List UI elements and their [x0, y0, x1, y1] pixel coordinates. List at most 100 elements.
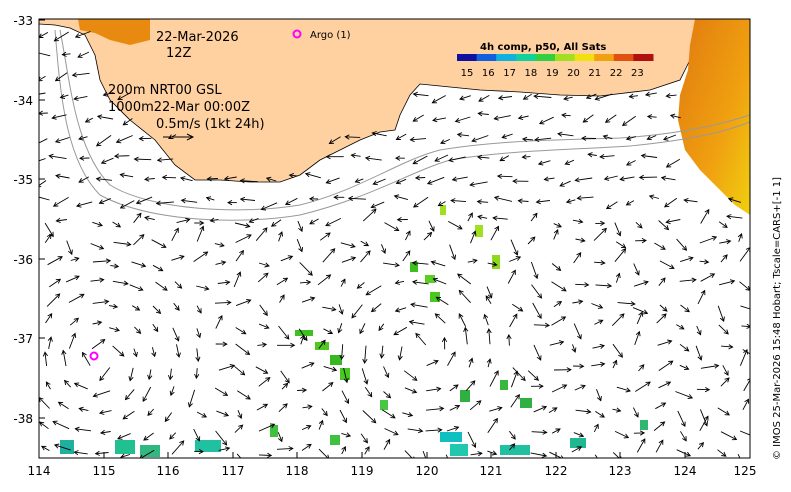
- current-vector: [612, 452, 620, 458]
- current-vector-head: [721, 451, 727, 457]
- current-vector: [318, 420, 324, 430]
- current-vector-head: [411, 388, 418, 394]
- current-vector-head: [561, 286, 567, 292]
- current-vector-head: [483, 313, 489, 320]
- current-vector-head: [196, 308, 202, 314]
- current-vector-head: [578, 432, 585, 438]
- current-vector: [720, 377, 730, 387]
- current-vector-head: [680, 421, 686, 428]
- current-vector-head: [642, 309, 649, 315]
- current-vector-head: [371, 208, 377, 214]
- current-vector: [49, 278, 61, 288]
- current-vector-head: [74, 275, 80, 281]
- current-vector: [404, 387, 417, 393]
- current-vector-head: [660, 245, 666, 250]
- current-vector-head: [663, 135, 669, 141]
- current-vector: [603, 135, 613, 140]
- current-vector: [144, 178, 155, 180]
- colorbar-label: 17: [503, 68, 516, 79]
- current-vector: [341, 446, 346, 455]
- current-vector-head: [142, 396, 148, 403]
- current-vector-head: [619, 313, 625, 319]
- current-vector: [595, 411, 605, 418]
- current-vector: [131, 261, 146, 267]
- current-vector: [384, 222, 399, 231]
- colorbar-swatch: [574, 54, 595, 61]
- current-vector-head: [113, 263, 120, 269]
- current-vector: [322, 306, 336, 311]
- current-vector-head: [345, 432, 352, 438]
- current-vector-head: [54, 138, 61, 144]
- current-vector-head: [306, 443, 312, 449]
- current-vector-head: [747, 378, 750, 381]
- current-vector-head: [457, 273, 463, 279]
- current-vector: [103, 92, 114, 96]
- current-vector-head: [594, 95, 600, 101]
- current-vector-head: [71, 72, 78, 78]
- current-vector-head: [463, 326, 469, 332]
- current-vector-head: [532, 212, 538, 218]
- current-vector-head: [576, 252, 582, 258]
- current-vector-head: [328, 139, 335, 144]
- current-vector: [340, 278, 346, 287]
- current-vector-head: [703, 415, 709, 421]
- current-vector-head: [39, 183, 42, 188]
- current-vector-head: [381, 248, 386, 254]
- current-vector-head: [599, 154, 605, 160]
- current-vector: [72, 72, 90, 76]
- current-vector: [44, 222, 54, 237]
- current-vector-head: [309, 362, 315, 367]
- current-vector-head: [477, 214, 483, 220]
- current-vector: [235, 234, 252, 243]
- current-vector: [563, 96, 573, 100]
- current-vector: [446, 426, 459, 432]
- current-vector-head: [95, 176, 101, 182]
- current-vector: [612, 408, 621, 412]
- current-vector: [527, 236, 536, 245]
- current-vector-head: [115, 138, 122, 144]
- current-vector: [90, 279, 104, 282]
- current-vector-head: [99, 429, 106, 436]
- current-vector: [487, 262, 497, 266]
- current-vector-head: [363, 438, 368, 444]
- current-vector-head: [486, 358, 492, 364]
- current-vector: [593, 424, 599, 433]
- current-vector-head: [52, 420, 58, 426]
- current-vector: [551, 281, 567, 292]
- current-vector: [196, 226, 204, 242]
- current-vector-head: [239, 178, 245, 184]
- current-vector: [218, 364, 235, 371]
- current-vector-head: [290, 342, 296, 348]
- current-vector-head: [340, 278, 346, 284]
- argo-float-marker: [89, 351, 99, 361]
- current-vector: [383, 439, 390, 450]
- current-vector: [322, 248, 336, 263]
- current-vector: [78, 136, 88, 140]
- current-vector-head: [220, 260, 227, 266]
- current-vector-head: [199, 225, 205, 231]
- current-vector: [173, 302, 180, 311]
- current-vector-head: [660, 421, 666, 427]
- current-vector: [134, 326, 141, 334]
- current-vector-head: [78, 178, 84, 183]
- current-vector-head: [75, 202, 82, 208]
- current-vector-head: [683, 197, 689, 204]
- current-vector-head: [394, 155, 401, 161]
- current-vector-head: [724, 377, 730, 383]
- current-vector: [214, 301, 231, 304]
- current-vector-head: [577, 334, 582, 340]
- current-vector: [447, 221, 463, 230]
- current-vector: [457, 273, 472, 285]
- current-vector: [656, 313, 667, 324]
- current-vector: [196, 285, 209, 290]
- current-vector-head: [411, 279, 418, 285]
- current-vector: [561, 114, 571, 117]
- current-vector-head: [113, 153, 120, 159]
- current-vector: [412, 155, 428, 165]
- current-vector-head: [645, 381, 651, 387]
- current-vector: [39, 92, 46, 95]
- current-vector-head: [54, 76, 61, 82]
- current-vector-head: [558, 340, 565, 346]
- current-vector-head: [143, 435, 149, 441]
- current-vector: [236, 453, 242, 458]
